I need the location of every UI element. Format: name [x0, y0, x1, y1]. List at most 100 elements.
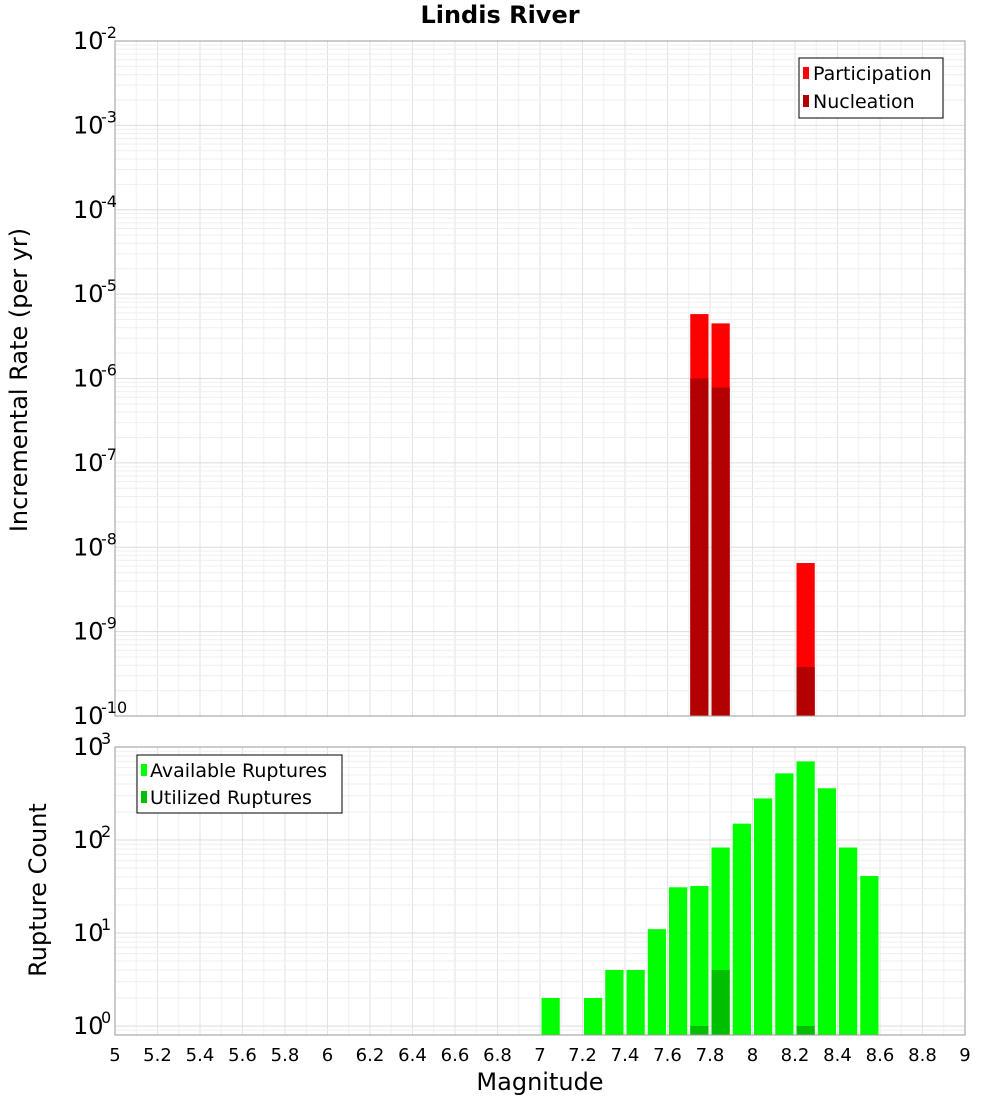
- rate-y-tick-exponent: -4: [101, 192, 117, 211]
- participation-legend-swatch: [803, 67, 809, 79]
- rate-y-tick: 10-6: [73, 361, 117, 393]
- count-y-axis-label: Rupture Count: [24, 803, 52, 977]
- x-tick-label: 6.4: [398, 1045, 427, 1066]
- count-bar-available-ruptures: [775, 773, 794, 1035]
- count-bar-available-ruptures: [817, 788, 836, 1035]
- rate-y-tick: 10-3: [73, 107, 117, 139]
- count-legend: Available Ruptures Utilized Ruptures: [136, 754, 343, 814]
- rate-y-tick-base: 10: [73, 196, 104, 224]
- x-tick-label: 5.2: [143, 1045, 172, 1066]
- available-legend-label: Available Ruptures: [150, 760, 327, 782]
- rate-y-tick-exponent: -5: [101, 276, 117, 295]
- rate-y-tick: 10-7: [73, 445, 117, 477]
- x-tick-label: 6.6: [441, 1045, 470, 1066]
- nucleation-legend-swatch: [803, 95, 809, 107]
- count-y-tick: 100: [73, 1008, 111, 1040]
- x-tick-label: 9: [959, 1045, 970, 1066]
- count-bar-available-ruptures: [647, 929, 666, 1035]
- x-tick-label: 7.4: [611, 1045, 640, 1066]
- rate-y-tick: 10-5: [73, 276, 117, 308]
- count-bar-available-ruptures: [541, 997, 560, 1035]
- utilized-legend-swatch: [141, 791, 147, 803]
- count-y-tick-exponent: 2: [101, 822, 111, 841]
- rate-y-tick: 10-10: [73, 698, 127, 730]
- count-y-tick-exponent: 1: [101, 915, 111, 934]
- rate-legend: Participation Nucleation: [798, 57, 944, 119]
- x-tick-label: 5: [109, 1045, 120, 1066]
- rate-y-tick: 10-9: [73, 614, 117, 646]
- x-tick-label: 6.8: [483, 1045, 512, 1066]
- count-bar-available-ruptures: [860, 876, 879, 1035]
- rate-y-tick: 10-4: [73, 192, 117, 224]
- rate-y-tick-base: 10: [73, 280, 104, 308]
- rate-bar-nucleation: [690, 378, 709, 716]
- count-y-tick-base: 10: [73, 826, 104, 854]
- count-y-tick-base: 10: [73, 919, 104, 947]
- count-bar-available-ruptures: [584, 997, 603, 1035]
- count-bar-available-ruptures: [796, 761, 815, 1035]
- rate-y-tick-exponent: -6: [101, 361, 117, 380]
- rate-y-tick-exponent: -9: [101, 614, 117, 633]
- rate-y-tick-base: 10: [73, 27, 104, 55]
- count-bar-available-ruptures: [839, 847, 858, 1035]
- utilized-legend-label: Utilized Ruptures: [150, 787, 312, 809]
- x-tick-label: 7.2: [568, 1045, 597, 1066]
- rate-plot-frame: [114, 40, 966, 717]
- rate-y-tick-exponent: -7: [101, 445, 117, 464]
- x-tick-label: 8.8: [908, 1045, 937, 1066]
- x-tick-label: 8.2: [781, 1045, 810, 1066]
- rate-y-tick-base: 10: [73, 449, 104, 477]
- rate-y-tick-exponent: -2: [101, 23, 117, 42]
- x-tick-label: 8.6: [866, 1045, 895, 1066]
- count-y-tick-base: 10: [73, 733, 104, 761]
- count-y-tick: 103: [73, 729, 111, 761]
- x-tick-label: 8: [747, 1045, 758, 1066]
- count-bar-available-ruptures: [669, 887, 688, 1035]
- count-bar-available-ruptures: [605, 969, 624, 1035]
- rate-y-tick-base: 10: [73, 533, 104, 561]
- count-y-tick-exponent: 3: [101, 729, 111, 748]
- rate-y-tick-base: 10: [73, 111, 104, 139]
- x-axis-label: Magnitude: [476, 1068, 603, 1096]
- rate-gridlines: [114, 40, 966, 717]
- count-legend-box: [136, 754, 343, 814]
- x-tick-label: 5.6: [228, 1045, 257, 1066]
- rate-y-tick-base: 10: [73, 702, 104, 730]
- x-tick-label: 5.4: [186, 1045, 215, 1066]
- count-bar-utilized-ruptures: [690, 1025, 709, 1035]
- participation-legend-label: Participation: [813, 63, 932, 85]
- available-legend-swatch: [141, 764, 147, 776]
- chart-title: Lindis River: [420, 1, 579, 29]
- rate-y-tick: 10-8: [73, 529, 117, 561]
- count-y-tick: 101: [73, 915, 111, 947]
- count-plot-frame: [114, 746, 966, 1036]
- x-tick-label: 8.4: [823, 1045, 852, 1066]
- count-bar-utilized-ruptures: [711, 969, 730, 1035]
- count-y-tick-base: 10: [73, 1012, 104, 1040]
- rate-legend-box: [798, 57, 944, 119]
- x-tick-label: 6.2: [356, 1045, 385, 1066]
- nucleation-legend-label: Nucleation: [813, 91, 915, 113]
- x-tick-label: 7.8: [696, 1045, 725, 1066]
- count-y-tick: 102: [73, 822, 111, 854]
- count-bar-available-ruptures: [732, 823, 751, 1035]
- rate-bar-nucleation: [796, 667, 815, 716]
- count-bar-utilized-ruptures: [796, 1025, 815, 1035]
- rate-y-tick-base: 10: [73, 365, 104, 393]
- count-bar-available-ruptures: [754, 798, 773, 1035]
- rate-y-tick-exponent: -3: [101, 107, 117, 126]
- rate-bar-nucleation: [711, 387, 730, 716]
- count-y-tick-exponent: 0: [101, 1008, 111, 1027]
- x-tick-label: 7: [534, 1045, 545, 1066]
- x-tick-label: 5.8: [271, 1045, 300, 1066]
- count-bar-available-ruptures: [626, 969, 645, 1035]
- count-bar-available-ruptures: [690, 886, 709, 1035]
- rate-y-tick: 10-2: [73, 23, 117, 55]
- rate-bars: [690, 314, 815, 716]
- rate-y-tick-exponent: -8: [101, 529, 117, 548]
